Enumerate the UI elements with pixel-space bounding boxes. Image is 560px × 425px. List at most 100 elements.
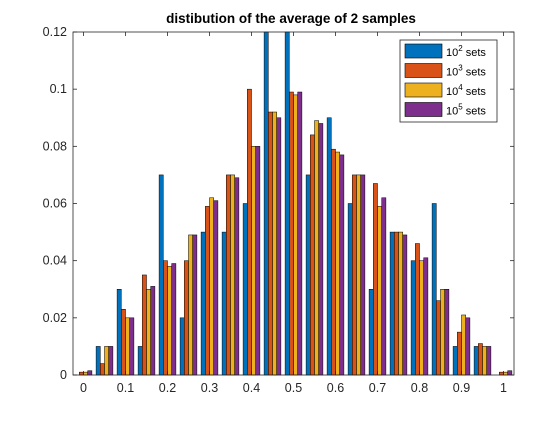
x-tick-label: 0.7 bbox=[369, 381, 386, 395]
bar bbox=[205, 206, 210, 376]
y-tick-label: 0 bbox=[60, 368, 67, 382]
bar bbox=[465, 317, 471, 376]
legend: 102 sets 103 sets 104 sets 105 sets bbox=[399, 39, 498, 123]
legend-swatch bbox=[404, 63, 443, 78]
bar bbox=[486, 346, 492, 376]
bar bbox=[368, 289, 374, 376]
bar bbox=[352, 174, 357, 376]
bar bbox=[213, 200, 219, 376]
legend-label: 104 sets bbox=[446, 83, 486, 98]
bar bbox=[192, 234, 198, 376]
bar bbox=[83, 371, 88, 376]
legend-swatch bbox=[404, 43, 443, 59]
bar bbox=[440, 289, 445, 376]
y-tick-label: 0.12 bbox=[43, 25, 67, 39]
legend-swatch bbox=[404, 82, 443, 98]
bar bbox=[251, 146, 256, 376]
bar bbox=[373, 183, 378, 376]
bar bbox=[163, 260, 168, 376]
x-tick-label: 0.1 bbox=[117, 381, 134, 395]
bar bbox=[116, 289, 122, 376]
x-tick-label: 0.9 bbox=[453, 381, 470, 395]
bar bbox=[398, 231, 403, 376]
y-tick-label: 0.08 bbox=[43, 139, 67, 153]
bar bbox=[272, 111, 277, 376]
bar bbox=[184, 260, 189, 376]
bar bbox=[129, 317, 135, 376]
bar bbox=[314, 120, 319, 376]
series-3 bbox=[87, 91, 513, 376]
bar bbox=[255, 146, 261, 376]
bar bbox=[335, 151, 340, 376]
bar bbox=[356, 174, 361, 376]
bar bbox=[394, 231, 399, 376]
series-1 bbox=[79, 88, 504, 376]
bar bbox=[247, 88, 252, 376]
bar bbox=[79, 371, 84, 376]
bar bbox=[142, 274, 147, 376]
bar bbox=[478, 343, 483, 376]
bar bbox=[310, 134, 315, 376]
bar bbox=[125, 317, 130, 376]
bar bbox=[499, 371, 504, 376]
series-2 bbox=[83, 94, 508, 376]
bar bbox=[326, 117, 332, 376]
bar bbox=[209, 197, 214, 376]
bar bbox=[415, 243, 420, 376]
bar bbox=[289, 91, 294, 376]
bar bbox=[377, 206, 382, 376]
bar bbox=[150, 286, 156, 376]
bar bbox=[293, 94, 298, 376]
bar bbox=[402, 234, 408, 376]
bar bbox=[242, 203, 248, 376]
legend-label: 102 sets bbox=[446, 44, 486, 59]
bar bbox=[457, 331, 462, 376]
bar bbox=[95, 346, 101, 376]
legend-swatch bbox=[404, 102, 443, 117]
y-tick-label: 0.02 bbox=[43, 311, 67, 325]
y-tick-label: 0.06 bbox=[43, 197, 67, 211]
bar bbox=[331, 148, 336, 376]
bar bbox=[381, 197, 387, 376]
x-tick-label: 0.2 bbox=[159, 381, 176, 395]
bar bbox=[221, 231, 227, 376]
bar bbox=[482, 346, 487, 376]
x-tick-label: 0.5 bbox=[285, 381, 302, 395]
bar bbox=[339, 154, 345, 376]
bar bbox=[360, 174, 366, 376]
bar bbox=[146, 289, 151, 376]
bar bbox=[158, 174, 164, 376]
y-tick-label: 0.04 bbox=[43, 254, 67, 268]
bar bbox=[108, 346, 114, 376]
bar bbox=[87, 370, 93, 376]
bar bbox=[276, 117, 282, 376]
bar bbox=[297, 91, 303, 376]
bar bbox=[226, 174, 231, 376]
bar bbox=[452, 346, 458, 376]
x-tick-label: 1 bbox=[500, 381, 507, 395]
x-tick-label: 0 bbox=[80, 381, 87, 395]
y-tick-label: 0.1 bbox=[50, 82, 67, 96]
bar bbox=[284, 31, 290, 376]
chart-title: distibution of the average of 2 samples bbox=[166, 11, 416, 26]
bar bbox=[305, 174, 311, 376]
bar bbox=[171, 263, 177, 376]
bar bbox=[410, 260, 416, 376]
x-tick-label: 0.3 bbox=[201, 381, 218, 395]
axes-layer: 0 0.1 0.2 0.3 0.4 0.5 0.6 0.7 0.8 0.9 1 0 0.02 0.04 0.… bbox=[43, 25, 515, 395]
legend-label: 103 sets bbox=[446, 64, 486, 79]
bar bbox=[121, 309, 126, 376]
bar bbox=[347, 203, 353, 376]
legend-label: 105 sets bbox=[446, 103, 486, 118]
bar bbox=[444, 289, 450, 376]
bar bbox=[268, 111, 273, 376]
bars-layer bbox=[79, 31, 513, 376]
x-tick-label: 0.8 bbox=[411, 381, 428, 395]
bar bbox=[431, 203, 437, 376]
bar bbox=[104, 346, 109, 376]
bar bbox=[188, 234, 193, 376]
bar bbox=[503, 371, 508, 376]
bar bbox=[507, 370, 513, 376]
